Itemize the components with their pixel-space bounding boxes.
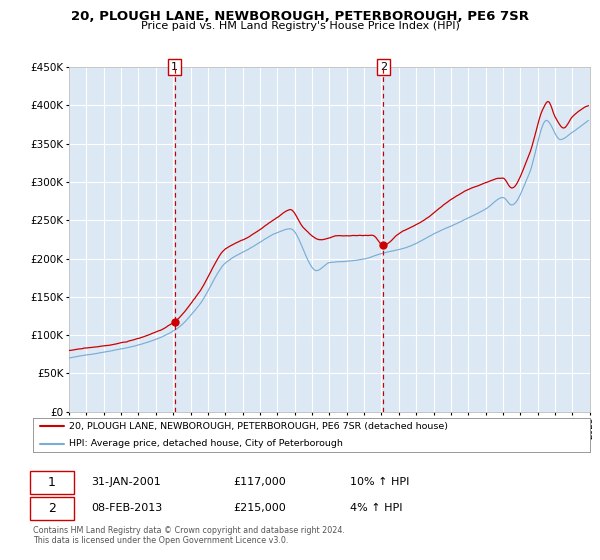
Text: 1: 1 [171,62,178,72]
FancyBboxPatch shape [30,497,74,520]
Text: 20, PLOUGH LANE, NEWBOROUGH, PETERBOROUGH, PE6 7SR: 20, PLOUGH LANE, NEWBOROUGH, PETERBOROUG… [71,10,529,23]
Text: Contains HM Land Registry data © Crown copyright and database right 2024.: Contains HM Land Registry data © Crown c… [33,526,345,535]
Text: £117,000: £117,000 [233,477,286,487]
Text: 2: 2 [380,62,387,72]
Text: Price paid vs. HM Land Registry's House Price Index (HPI): Price paid vs. HM Land Registry's House … [140,21,460,31]
Text: 10% ↑ HPI: 10% ↑ HPI [350,477,410,487]
Text: 2: 2 [48,502,56,515]
Text: 1: 1 [48,475,56,489]
FancyBboxPatch shape [30,470,74,494]
Text: 31-JAN-2001: 31-JAN-2001 [91,477,161,487]
Text: £215,000: £215,000 [233,503,286,514]
Text: 20, PLOUGH LANE, NEWBOROUGH, PETERBOROUGH, PE6 7SR (detached house): 20, PLOUGH LANE, NEWBOROUGH, PETERBOROUG… [69,422,448,431]
Text: This data is licensed under the Open Government Licence v3.0.: This data is licensed under the Open Gov… [33,536,289,545]
Text: 4% ↑ HPI: 4% ↑ HPI [350,503,403,514]
Text: HPI: Average price, detached house, City of Peterborough: HPI: Average price, detached house, City… [69,439,343,449]
Text: 08-FEB-2013: 08-FEB-2013 [91,503,163,514]
